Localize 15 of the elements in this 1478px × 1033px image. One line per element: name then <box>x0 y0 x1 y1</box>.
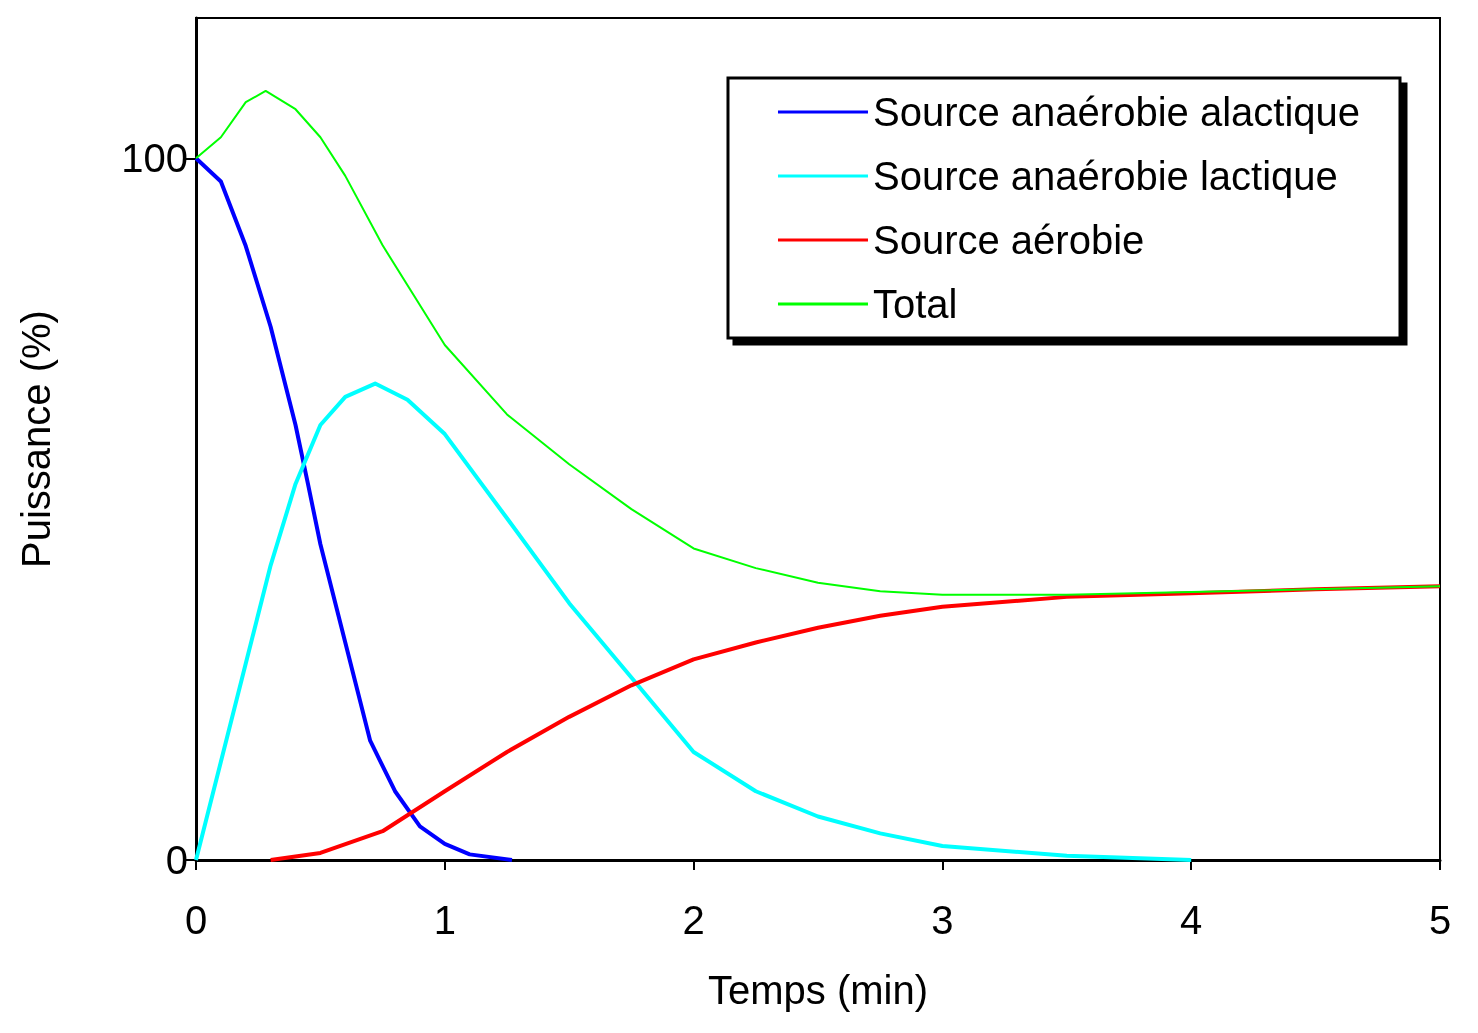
legend-label: Source anaérobie alactique <box>872 90 1360 134</box>
x-tick-label: 3 <box>931 898 954 942</box>
x-tick-label: 4 <box>1180 898 1203 942</box>
line-series <box>194 381 1194 862</box>
line-series <box>195 89 1441 596</box>
x-tick-label: 1 <box>433 898 456 942</box>
y-axis-title: Puissance (%) <box>14 310 58 568</box>
x-tick-label: 2 <box>682 898 705 942</box>
y-tick-label: 100 <box>121 136 188 181</box>
line-series <box>194 156 514 862</box>
x-tick-label: 5 <box>1428 898 1452 942</box>
legend-label: Source anaérobie lactique <box>872 154 1338 198</box>
legend-label: Total <box>872 282 958 326</box>
legend-label: Source aérobie <box>872 218 1145 262</box>
x-axis-title: Temps (min) <box>707 968 929 1012</box>
